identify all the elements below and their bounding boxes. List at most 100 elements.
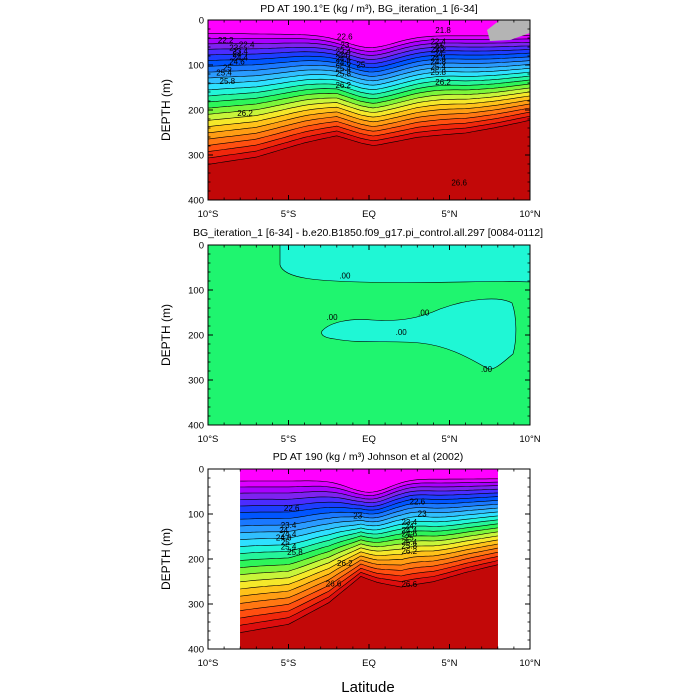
contour-line bbox=[208, 75, 530, 97]
x-tick-label: 5°N bbox=[442, 434, 458, 445]
contour-label: 25.4 bbox=[335, 64, 351, 73]
y-tick-label: 200 bbox=[188, 555, 204, 566]
panel1-contour-labels: 22.621.822.2 22.423 23 2323.42424.424.623.4… bbox=[216, 26, 467, 188]
contour-line bbox=[240, 515, 498, 547]
contour-label: 24.4 bbox=[281, 530, 297, 539]
panel3-ylabel: DEPTH (m) bbox=[159, 528, 173, 590]
contour-label: 25.8 bbox=[401, 542, 417, 551]
contour-label: 26.6 bbox=[326, 579, 342, 588]
x-tick-label: EQ bbox=[362, 209, 376, 220]
contour-line bbox=[240, 531, 498, 575]
contour-label: 23.2 bbox=[430, 46, 446, 55]
contour-label: 22.2 bbox=[218, 36, 234, 45]
panel1-axes: 10°S 5°S EQ 5°N 10°N 0 100 200 300 400 bbox=[188, 16, 541, 221]
x-tick-label: 10°S bbox=[198, 209, 219, 220]
contour-line bbox=[208, 107, 530, 146]
y-tick-label: 100 bbox=[188, 286, 204, 297]
contour-label: 23 bbox=[340, 41, 349, 50]
contour-label: .00 bbox=[396, 328, 408, 337]
contour-label: 22.6 bbox=[410, 497, 426, 506]
contour-line bbox=[240, 543, 498, 597]
contour-line bbox=[208, 45, 530, 60]
panel2-positive-region-upper bbox=[279, 244, 531, 283]
x-tick-label: 5°S bbox=[281, 434, 296, 445]
y-tick-label: 100 bbox=[188, 510, 204, 521]
contour-label: 25.8 bbox=[287, 548, 303, 557]
contour-label: 24 bbox=[233, 50, 242, 59]
panel2-title: BG_iteration_1 [6-34] - b.e20.B1850.f09_… bbox=[193, 227, 543, 239]
contour-label: 23.4 bbox=[232, 47, 248, 56]
panel1-title: PD AT 190.1°E (kg / m³), BG_iteration_1 … bbox=[260, 3, 477, 15]
y-tick-label: 300 bbox=[188, 151, 204, 162]
x-tick-label: 10°S bbox=[198, 658, 219, 669]
panel2-field bbox=[208, 244, 531, 425]
contour-label: 23 bbox=[418, 510, 427, 519]
y-tick-label: 0 bbox=[199, 16, 204, 27]
contour-label: 26.2 bbox=[237, 109, 253, 118]
x-tick-label: 10°N bbox=[519, 209, 540, 220]
contour-line bbox=[240, 503, 498, 527]
contour-label: 26.2 bbox=[335, 81, 351, 90]
contour-label: 23 bbox=[353, 511, 362, 520]
contour-label: 24.4 bbox=[232, 53, 248, 62]
contour-label: 25 bbox=[356, 61, 365, 70]
panel1-land-mask bbox=[487, 20, 530, 41]
contour-line bbox=[208, 33, 530, 49]
x-tick-label: EQ bbox=[362, 434, 376, 445]
contour-line bbox=[240, 552, 498, 611]
contour-line bbox=[240, 485, 498, 500]
contour-line bbox=[240, 539, 498, 590]
panel-density-difference: BG_iteration_1 [6-34] - b.e20.B1850.f09_… bbox=[159, 227, 543, 445]
contour-label: 25.8 bbox=[430, 68, 446, 77]
contour-line bbox=[208, 49, 530, 64]
contour-label: 26.2 bbox=[401, 547, 417, 556]
contour-label: 26.6 bbox=[401, 580, 417, 589]
panel2-positive-region-lower bbox=[321, 298, 517, 370]
panel2-axes: 10°S 5°S EQ 5°N 10°N 0 100 200 300 400 bbox=[188, 241, 541, 446]
contour-line bbox=[208, 91, 530, 121]
contour-line bbox=[240, 523, 498, 561]
contour-label: 25.8 bbox=[335, 70, 351, 79]
contour-label: 25.4 bbox=[401, 538, 417, 547]
contour-label: 24.4 bbox=[335, 55, 351, 64]
y-tick-label: 0 bbox=[199, 241, 204, 252]
contour-line bbox=[208, 37, 530, 52]
y-tick-label: 200 bbox=[188, 106, 204, 117]
panel2-ylabel: DEPTH (m) bbox=[159, 304, 173, 366]
panel-density-observed: PD AT 190 (kg / m³) Johnson et al (2002)… bbox=[159, 451, 541, 669]
contour-line bbox=[240, 496, 498, 513]
panel1-ylabel: DEPTH (m) bbox=[159, 79, 173, 141]
contour-line bbox=[240, 564, 498, 633]
contour-label: 23 bbox=[229, 43, 238, 52]
contour-line bbox=[240, 488, 498, 504]
contour-label: 25.8 bbox=[220, 77, 236, 86]
y-tick-label: 400 bbox=[188, 196, 204, 207]
contour-label: 25.4 bbox=[216, 69, 232, 78]
contour-label: 22.4 bbox=[239, 40, 255, 49]
contour-label: 24 bbox=[279, 526, 288, 535]
contour-line bbox=[208, 56, 530, 73]
contour-label: 24 bbox=[434, 50, 443, 59]
contour-label: 26.2 bbox=[435, 78, 451, 87]
contour-line bbox=[208, 120, 530, 165]
contour-line bbox=[208, 87, 530, 115]
x-tick-label: 10°N bbox=[519, 434, 540, 445]
contour-label: 22.6 bbox=[284, 504, 300, 513]
contour-line bbox=[240, 535, 498, 583]
x-tick-label: 10°N bbox=[519, 658, 540, 669]
contour-line bbox=[240, 511, 498, 540]
y-tick-label: 200 bbox=[188, 331, 204, 342]
contour-label: .00 bbox=[339, 272, 351, 281]
x-tick-label: 5°N bbox=[442, 658, 458, 669]
contour-label: 23 bbox=[434, 42, 443, 51]
contour-label: 24 bbox=[405, 522, 414, 531]
contour-line bbox=[240, 527, 498, 568]
contour-label: 24.4 bbox=[401, 526, 417, 535]
panel2-contour-labels: .00 .00 .00 .00 .00 bbox=[326, 272, 492, 375]
contour-label: .00 bbox=[481, 365, 493, 374]
contour-line bbox=[208, 42, 530, 56]
contour-label: 23 bbox=[435, 44, 444, 53]
y-tick-label: 400 bbox=[188, 645, 204, 656]
contour-line bbox=[240, 478, 498, 493]
